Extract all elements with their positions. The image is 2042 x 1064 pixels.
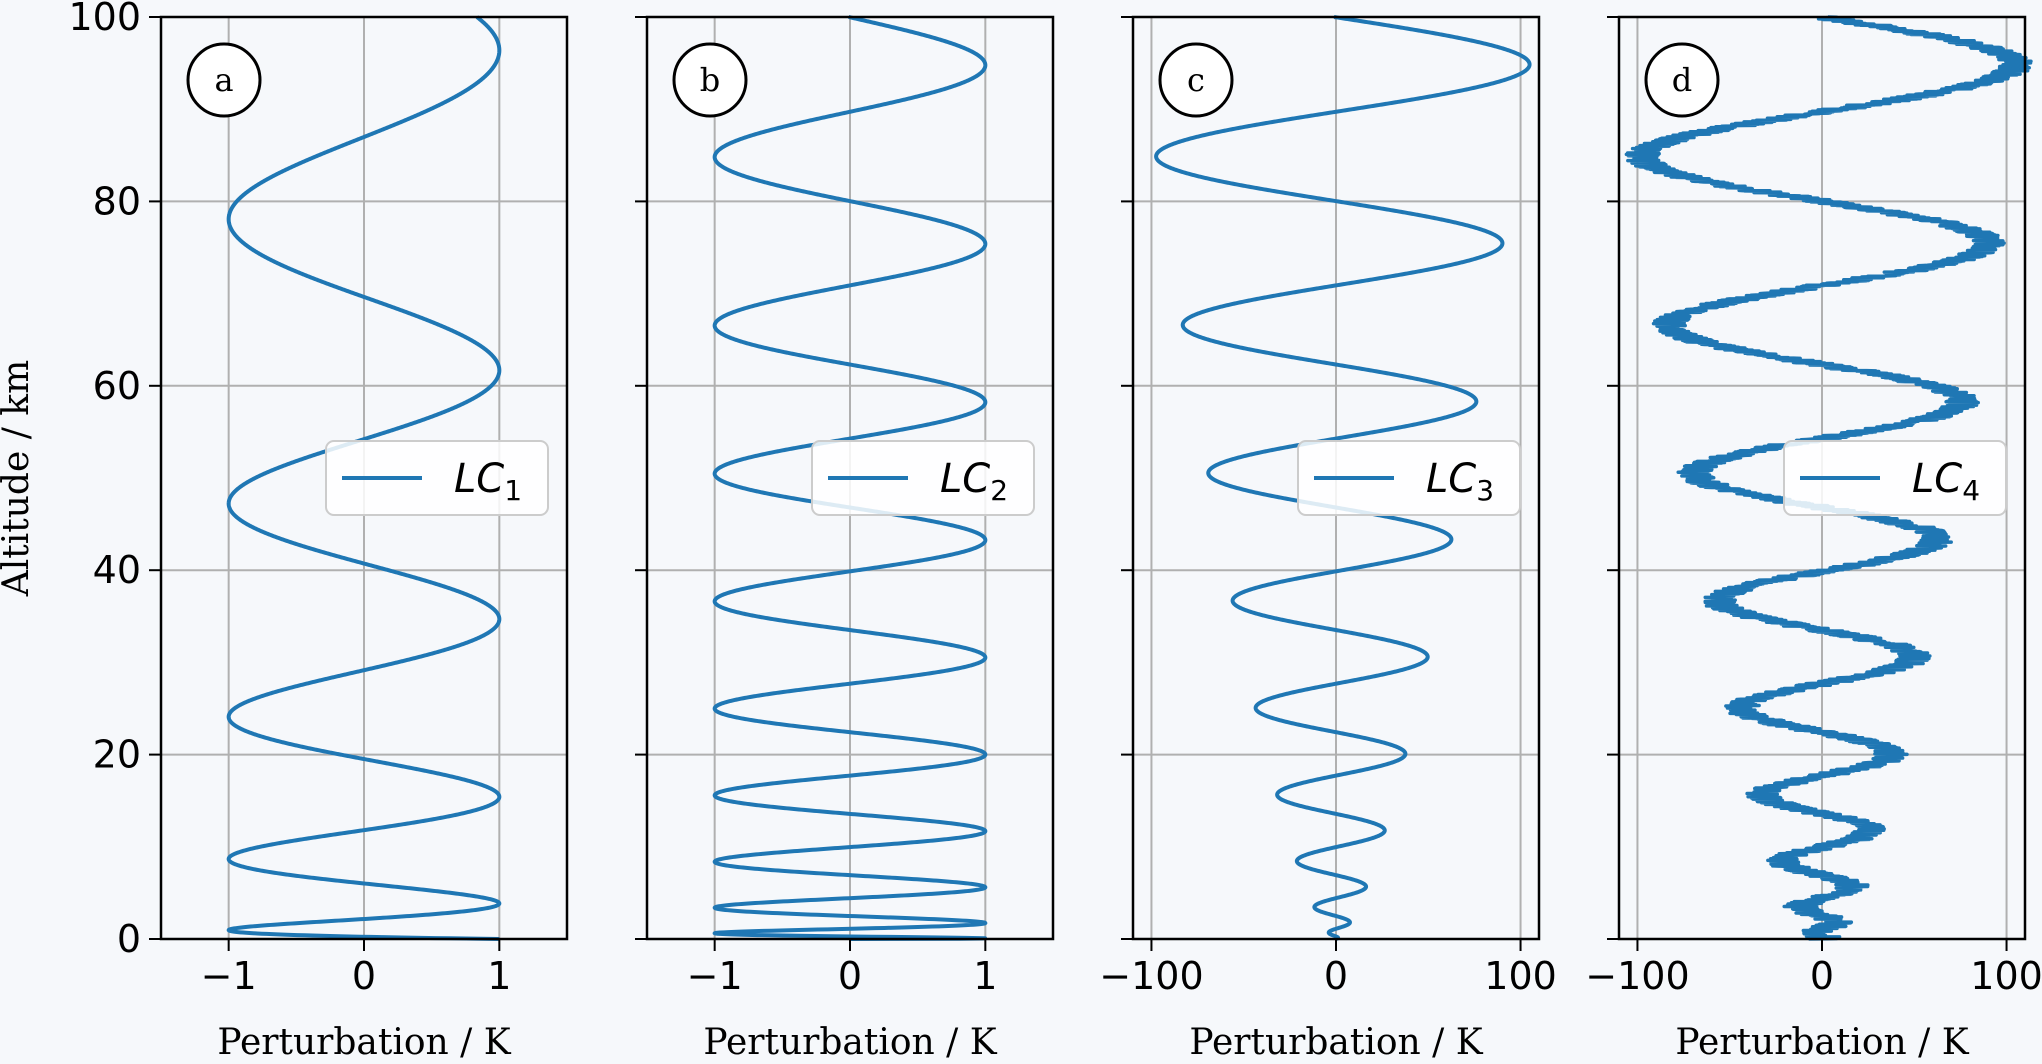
x-axis-label: Perturbation / K bbox=[703, 1022, 997, 1063]
x-tick-label-2: 100 bbox=[1484, 954, 1557, 998]
x-axis-label: Perturbation / K bbox=[1675, 1022, 1969, 1063]
panel-badge-label: a bbox=[214, 61, 233, 99]
x-tick-label-2: 1 bbox=[973, 954, 997, 998]
legend-subscript: 3 bbox=[1476, 474, 1494, 507]
x-tick-label-1: 0 bbox=[1324, 954, 1348, 998]
legend-box bbox=[1297, 440, 1521, 516]
y-tick-label-2: 40 bbox=[93, 548, 141, 592]
panel-badge bbox=[672, 42, 748, 118]
x-tick-label-2: 100 bbox=[1970, 954, 2042, 998]
x-tick-label-1: 0 bbox=[1810, 954, 1834, 998]
panel-badge-label: b bbox=[700, 61, 720, 99]
legend: LC2 bbox=[811, 440, 1035, 516]
series-line-b-0 bbox=[712, 15, 988, 941]
panel-badge-label: c bbox=[1187, 61, 1205, 99]
x-tick-label-0: −1 bbox=[687, 954, 743, 998]
panel-badge bbox=[1644, 42, 1720, 118]
legend-box bbox=[1783, 440, 2007, 516]
series-line-c-0 bbox=[1154, 15, 1532, 941]
legend: LC3 bbox=[1297, 440, 1521, 516]
series-line-d-0 bbox=[1624, 15, 2033, 941]
panel-b: −1 0 1 Perturbation / K b LC2 bbox=[635, 15, 1055, 1063]
legend: LC4 bbox=[1783, 440, 2007, 516]
legend: LC1 bbox=[325, 440, 549, 516]
legend-subscript: 4 bbox=[1962, 474, 1980, 507]
x-tick-label-0: −100 bbox=[1585, 954, 1689, 998]
x-tick-label-1: 0 bbox=[838, 954, 862, 998]
panel-badge bbox=[1158, 42, 1234, 118]
x-axis-label: Perturbation / K bbox=[217, 1022, 511, 1063]
x-axis-label: Perturbation / K bbox=[1189, 1022, 1483, 1063]
panel-badge-label: d bbox=[1672, 61, 1692, 99]
panel-badge bbox=[186, 42, 262, 118]
legend-label: LC2 bbox=[940, 456, 1008, 507]
y-tick-label-5: 100 bbox=[68, 0, 141, 39]
y-axis-label: Altitude / km bbox=[0, 360, 37, 597]
legend-subscript: 2 bbox=[990, 474, 1008, 507]
x-tick-label-1: 0 bbox=[352, 954, 376, 998]
y-tick-label-0: 0 bbox=[117, 917, 141, 961]
legend-box bbox=[811, 440, 1035, 516]
legend-box bbox=[325, 440, 549, 516]
series-line-a-0 bbox=[226, 15, 502, 941]
legend-subscript: 1 bbox=[504, 474, 522, 507]
x-tick-label-0: −1 bbox=[201, 954, 257, 998]
y-tick-label-4: 80 bbox=[93, 179, 141, 223]
y-tick-label-1: 20 bbox=[93, 733, 141, 777]
x-tick-label-0: −100 bbox=[1099, 954, 1203, 998]
y-tick-label-3: 60 bbox=[93, 364, 141, 408]
x-tick-label-2: 1 bbox=[487, 954, 511, 998]
